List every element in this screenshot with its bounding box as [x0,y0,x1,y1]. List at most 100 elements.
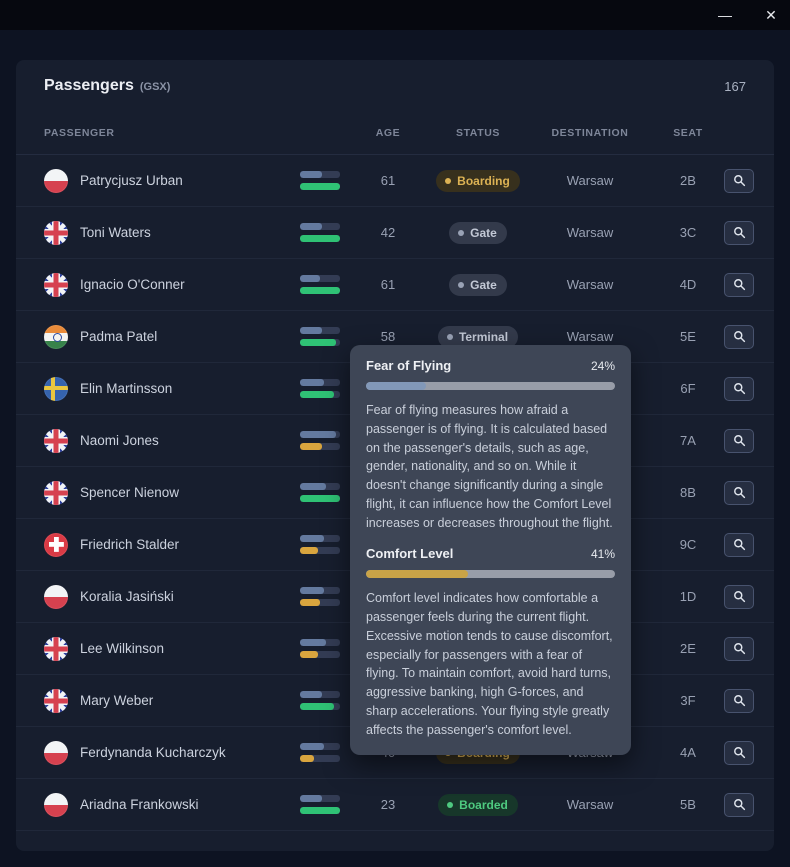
action-cell [716,636,762,661]
seat-cell: 3F [680,693,696,708]
comfort-level-title: Comfort Level [366,546,454,562]
status-badge: Terminal [437,325,519,348]
comfort-meter-track [300,703,340,710]
inspect-passenger-button[interactable] [724,168,754,193]
inspect-passenger-button[interactable] [724,272,754,297]
passenger-name: Ferdynanda Kucharczyk [80,745,226,760]
fear-meter-track [300,327,340,334]
passenger-meters [300,691,340,710]
seat-cell: 6F [680,381,696,396]
inspect-passenger-button[interactable] [724,376,754,401]
passenger-row[interactable]: Ariadna Frankowski 23 Boarded Warsaw 5B [16,779,774,831]
passenger-name: Naomi Jones [80,433,159,448]
comfort-meter-track [300,183,340,190]
close-icon[interactable]: ✕ [765,6,777,23]
fear-meter-fill [300,483,326,490]
fear-of-flying-bar [366,382,615,390]
comfort-meter-track [300,287,340,294]
status-badge: Gate [449,273,507,296]
inspect-passenger-button[interactable] [724,324,754,349]
inspect-passenger-button[interactable] [724,428,754,453]
passenger-row[interactable]: Ignacio O'Conner 61 Gate Warsaw 4D [16,259,774,311]
inspect-passenger-button[interactable] [724,636,754,661]
comfort-level-header: Comfort Level 41% [366,546,615,561]
comfort-meter-track [300,651,340,658]
magnifier-icon [733,799,745,811]
magnifier-icon [733,747,745,759]
comfort-meter-fill [300,651,318,658]
table-header: PASSENGER AGE STATUS DESTINATION SEAT [16,112,774,155]
inspect-passenger-button[interactable] [724,688,754,713]
passenger-meters [300,223,340,242]
passenger-name: Toni Waters [80,225,151,240]
passenger-meters [300,431,340,450]
passenger-name: Ariadna Frankowski [80,797,199,812]
fear-of-flying-description: Fear of flying measures how afraid a pas… [366,403,613,530]
inspect-passenger-button[interactable] [724,220,754,245]
action-cell [716,532,762,557]
comfort-meter-fill [300,807,340,814]
comfort-meter-track [300,755,340,762]
inspect-passenger-button[interactable] [724,740,754,765]
magnifier-icon [733,175,745,187]
status-cell: Boarding [436,169,520,192]
status-badge: Gate [449,221,507,244]
table-body: Patrycjusz Urban 61 Boarding Warsaw 2B T… [16,155,774,831]
comfort-meter-track [300,495,340,502]
nationality-flag-icon [44,376,68,401]
comfort-meter-fill [300,599,320,606]
column-header-destination: DESTINATION [551,127,629,139]
passenger-row[interactable]: Naomi Jones 7A [16,415,774,467]
passenger-meters [300,275,340,294]
passenger-name: Padma Patel [80,329,158,344]
fear-meter-fill [300,275,320,282]
fear-meter-track [300,743,340,750]
fear-meter-fill [300,223,322,230]
fear-meter-track [300,223,340,230]
seat-cell: 3C [679,225,697,240]
seat-cell: 1D [679,589,697,604]
status-badge: Boarding [436,169,520,192]
comfort-level-value: 41% [590,546,615,561]
comfort-meter-fill [300,287,340,294]
minimize-icon[interactable]: — [718,7,732,23]
inspect-passenger-button[interactable] [724,532,754,557]
inspect-passenger-button[interactable] [724,792,754,817]
nationality-flag-icon [44,220,68,245]
nationality-flag-icon [44,272,68,297]
seat-cell: 8B [680,485,696,500]
comfort-meter-fill [300,495,340,502]
seat-cell: 4A [680,745,696,760]
fear-meter-fill [300,379,324,386]
inspect-passenger-button[interactable] [724,584,754,609]
fear-of-flying-section: Fear of Flying 24% Fear of flying measur… [366,358,615,532]
panel-header: Passengers (GSX) 167 [16,60,774,112]
nationality-flag-icon [44,324,68,349]
seat-cell: 7A [680,433,696,448]
fear-meter-track [300,587,340,594]
nationality-flag-icon [44,428,68,453]
nationality-flag-icon [44,740,68,765]
fear-of-flying-bar-fill [366,382,426,390]
status-cell: Boarded [436,793,520,816]
comfort-meter-track [300,547,340,554]
passenger-row[interactable]: Toni Waters 42 Gate Warsaw 3C [16,207,774,259]
age-cell: 61 [380,277,396,292]
passenger-stats-tooltip: Fear of Flying 24% Fear of flying measur… [350,345,631,756]
comfort-meter-fill [300,443,322,450]
passenger-meters [300,379,340,398]
passenger-name: Spencer Nienow [80,485,180,500]
fear-meter-fill [300,327,322,334]
seat-cell: 4D [679,277,697,292]
inspect-passenger-button[interactable] [724,480,754,505]
destination-cell: Warsaw [566,797,614,812]
panel-title: Passengers [44,77,134,94]
status-cell: Gate [436,273,520,296]
comfort-meter-track [300,339,340,346]
seat-cell: 2B [680,173,696,188]
comfort-meter-track [300,443,340,450]
passenger-row[interactable]: Patrycjusz Urban 61 Boarding Warsaw 2B [16,155,774,207]
age-cell: 23 [380,797,396,812]
action-cell [716,168,762,193]
passenger-name: Elin Martinsson [80,381,173,396]
